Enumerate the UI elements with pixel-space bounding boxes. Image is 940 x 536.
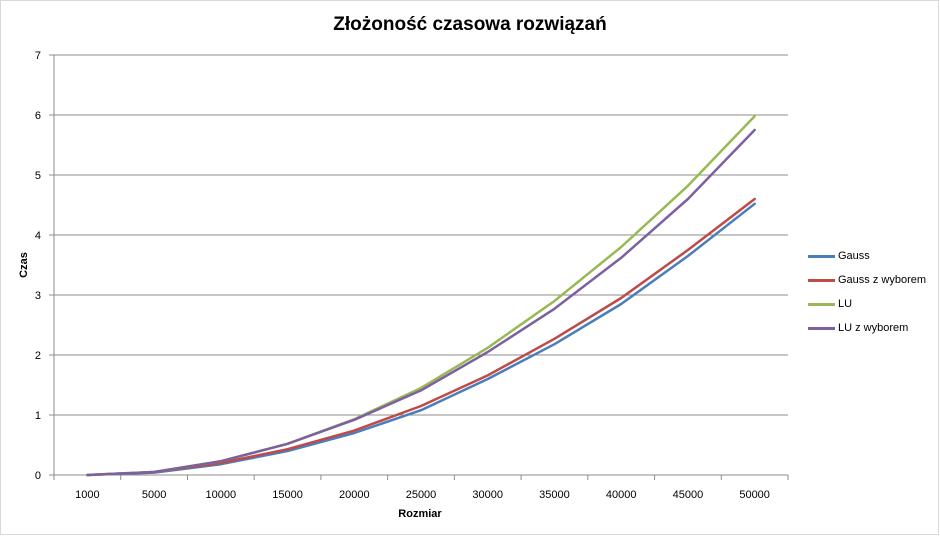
y-tick-label: 2 [35, 350, 41, 362]
legend-label: LU [838, 298, 853, 310]
y-tick-label: 0 [35, 470, 41, 482]
x-axis-title: Rozmiar [398, 508, 442, 520]
legend-item: Gauss z wyborem [808, 268, 926, 292]
legend-swatch [808, 326, 835, 330]
legend-item: LU [808, 292, 926, 316]
series-line [86, 197, 756, 477]
y-axis-title: Czas [18, 252, 30, 278]
legend-swatch [808, 302, 835, 306]
series-line [86, 114, 756, 477]
legend-label: Gauss z wyborem [838, 274, 927, 286]
y-tick-label: 7 [35, 50, 41, 62]
legend-label: LU z wyborem [838, 322, 909, 334]
x-tick-label: 1000 [75, 489, 99, 501]
series-line [86, 202, 756, 477]
x-tick-label: 30000 [472, 489, 503, 501]
chart-title: Złożoność czasowa rozwiązań [333, 14, 607, 35]
legend-swatch [808, 278, 835, 282]
legend-label: Gauss [838, 250, 870, 262]
legend: Gauss Gauss z wyborem LU LU z wyborem [808, 244, 926, 340]
x-tick-label: 50000 [739, 489, 770, 501]
gridlines [54, 54, 788, 476]
legend-item: LU z wyborem [808, 316, 926, 340]
series-line [86, 128, 756, 477]
legend-swatch [808, 254, 835, 258]
x-tick-label: 10000 [206, 489, 237, 501]
y-tick-label: 6 [35, 110, 41, 122]
axes: 0 1 2 3 4 5 6 7 1000 5000 10000 15000 20000 25000 3000… [35, 50, 789, 501]
x-tick-label: 5000 [142, 489, 166, 501]
x-tick-label: 20000 [339, 489, 370, 501]
y-tick-label: 5 [35, 170, 41, 182]
x-tick-label: 35000 [539, 489, 570, 501]
x-tick-label: 15000 [272, 489, 303, 501]
legend-item: Gauss [808, 244, 926, 268]
y-tick-label: 4 [35, 230, 41, 242]
y-tick-label: 3 [35, 290, 41, 302]
series-lines [86, 114, 756, 477]
y-tick-label: 1 [35, 410, 41, 422]
x-tick-label: 25000 [406, 489, 437, 501]
x-tick-label: 40000 [606, 489, 637, 501]
x-tick-label: 45000 [673, 489, 704, 501]
